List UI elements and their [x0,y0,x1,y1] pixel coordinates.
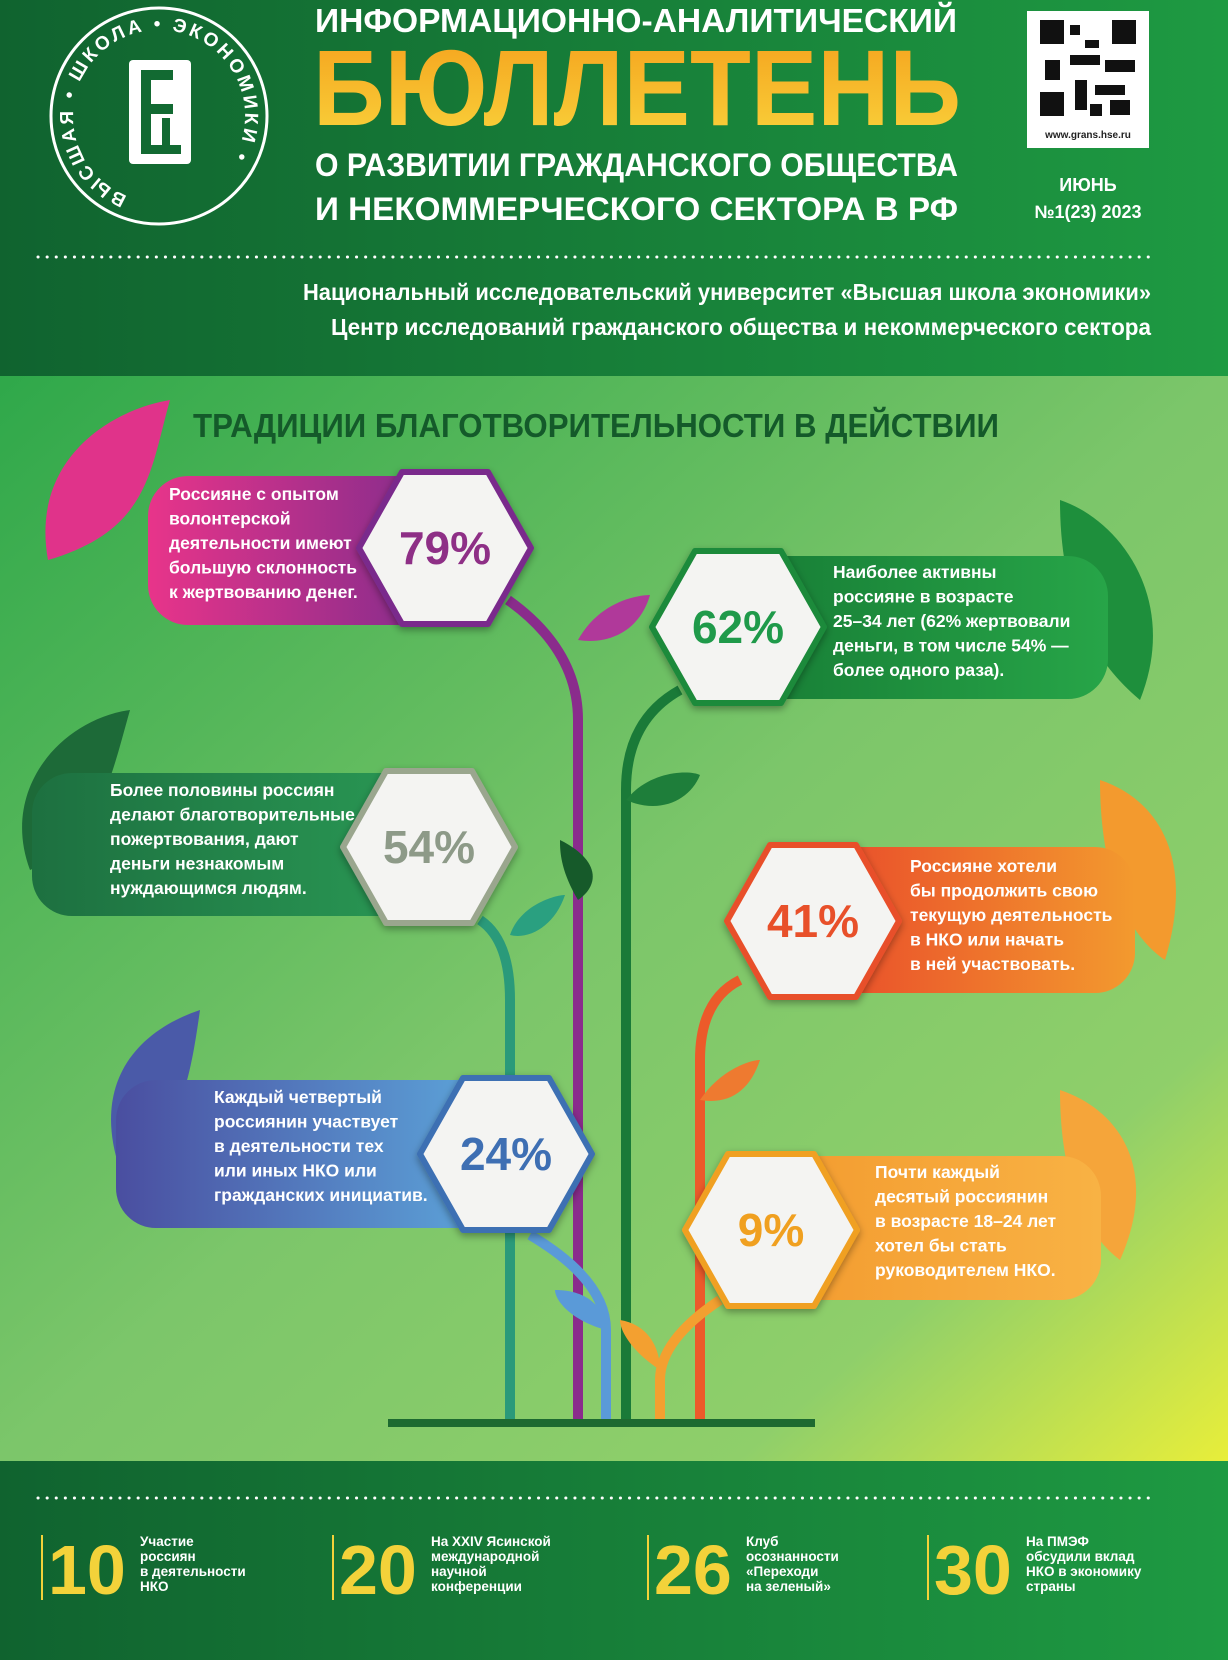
subtitle: И НЕКОММЕРЧЕСКОГО СЕКТОРА В РФ [315,191,958,227]
content-text: научной [431,1564,487,1579]
content-text: осознанности [746,1549,839,1564]
stems [477,595,743,1420]
stat-banner [116,1080,526,1228]
stat-text: Каждый четвертый [214,1087,382,1107]
content-page: 26 [654,1531,732,1609]
footer-bg [0,1461,1228,1660]
stat: 62% Наиболее активны россияне в возрасте 25… [649,548,1108,706]
subtitle: О РАЗВИТИИ ГРАЖДАНСКОГО ОБЩЕСТВА [315,147,958,183]
content-text: Клуб [746,1534,778,1549]
logo-mark [129,60,191,164]
stat-hexagon [417,1075,595,1233]
institution: Национальный исследовательский университ… [303,279,1151,305]
stat-value: 24% [460,1128,552,1180]
content-text: На XXIV Ясинской [431,1534,551,1549]
issue: №1(23) 2023 [1034,202,1141,222]
stat-text: 25–34 лет (62% жертвовали [833,611,1070,631]
content-text: страны [1026,1579,1076,1594]
stat-value: 54% [383,821,475,873]
stat-text: Россияне с опытом [169,484,339,504]
stat-text: россияне в возрасте [833,587,1014,607]
stat-text: в НКО или начать [910,930,1064,950]
stat-text: более одного раза). [833,660,1004,680]
stat-text: гражданских инициатив. [214,1185,428,1205]
stat: 54% Более половины россиян делают благотво… [32,768,518,926]
stat: 41% Россияне хотели бы продолжить свою теку… [724,842,1135,1000]
content-page: 30 [934,1531,1012,1609]
stat: 79% Россияне с опытом волонтерской деятельн… [148,469,534,627]
content-text: НКО в экономику [1026,1564,1142,1579]
stat-text: или иных НКО или [214,1161,377,1181]
stat-text: Почти каждый [875,1162,1000,1182]
stat-text: Более половины россиян [110,780,335,800]
stat-text: делают благотворительные [110,805,355,825]
content-text: Участие [140,1534,194,1549]
stat-banner [720,556,1108,699]
content-text: международной [431,1549,539,1564]
content-text: НКО [140,1579,169,1594]
stat-text: текущую деятельность [910,905,1113,925]
content-item: 20 На XXIV Ясинскоймеждународнойнаучнойко… [332,1531,551,1609]
stat-hexagon [682,1151,860,1309]
stat-text: хотел бы стать [875,1236,1007,1256]
website: www.grans.hse.ru [1044,130,1131,141]
stat-value: 79% [399,522,491,574]
title-line1: ИНФОРМАЦИОННО-АНАЛИТИЧЕСКИЙ [315,1,957,39]
content-text: на зеленый» [746,1579,831,1594]
stat-text: волонтерской [169,509,291,529]
stat-text: деньги незнакомым [110,854,284,874]
content-text: в деятельности [140,1564,246,1579]
month: ИЮНЬ [1059,175,1116,195]
stat-value: 41% [767,895,859,947]
content-text: обсудили вклад [1026,1549,1135,1564]
stat: 24% Каждый четвертый россиянин участвует в … [116,1075,595,1233]
stat-text: нуждающимся людям. [110,878,307,898]
stat-value: 62% [692,601,784,653]
content-text: конференции [431,1579,522,1594]
logo-circle [49,6,269,226]
stat-hexagon [356,469,534,627]
stat-banner [800,847,1135,993]
stat-hexagon [649,548,827,706]
stat-text: деятельности имеют [169,533,352,553]
header-bg [0,0,1228,376]
stat-hexagon [724,842,902,1000]
stats: 79% Россияне с опытом волонтерской деятельн… [32,469,1135,1309]
stat-text: десятый россиянин [875,1187,1048,1207]
title-main: БЮЛЛЕТЕНЬ [313,27,961,148]
stat-text: в деятельности тех [214,1136,384,1156]
stat-hexagon [340,768,518,926]
stat-text: россиянин участвует [214,1112,399,1132]
stat-text: деньги, в том числе 54% — [833,636,1069,656]
stat-text: Наиболее активны [833,562,997,582]
qr-code [1040,20,1136,116]
section-title: ТРАДИЦИИ БЛАГОТВОРИТЕЛЬНОСТИ В ДЕЙСТВИИ [193,406,999,444]
stat-text: Россияне хотели [910,856,1057,876]
content-text: «Переходи [746,1564,818,1579]
stat-banner [760,1156,1101,1300]
institution: Центр исследований гражданского общества… [331,314,1151,340]
stat-banner [32,773,442,916]
stat-text: пожертвования, дают [110,829,299,849]
stat: 9% Почти каждый десятый россиянин в возраст… [682,1151,1101,1309]
stat-value: 9% [738,1204,804,1256]
content-text: На ПМЭФ [1026,1534,1089,1549]
content-page: 10 [48,1531,126,1609]
stat-text: к жертвованию денег. [169,582,358,602]
content-text: россиян [140,1549,196,1564]
stat-text: в ней участвовать. [910,954,1075,974]
stat-text: в возрасте 18–24 лет [875,1211,1057,1231]
stat-text: бы продолжить свою [910,881,1098,901]
content-page: 20 [339,1531,417,1609]
stat-text: руководителем НКО. [875,1260,1056,1280]
stat-text: большую склонность [169,558,357,578]
